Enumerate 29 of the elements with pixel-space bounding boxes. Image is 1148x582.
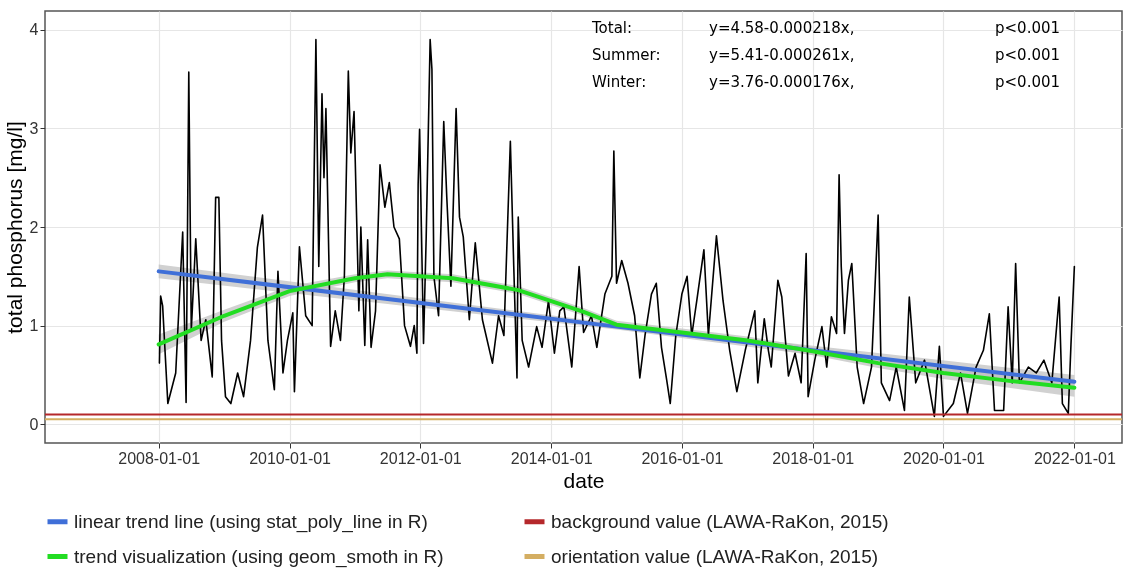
x-tick-label: 2010-01-01	[249, 449, 332, 467]
y-tick-label: 1	[29, 317, 39, 335]
annotation: p<0.001	[995, 19, 1061, 37]
annotation: p<0.001	[995, 46, 1061, 64]
annotation: Total:	[591, 19, 633, 37]
x-tick-label: 2018-01-01	[772, 449, 855, 467]
annotation: Summer:	[592, 46, 661, 64]
y-tick-label: 3	[29, 119, 39, 137]
x-tick-label: 2008-01-01	[118, 449, 201, 467]
x-tick-label: 2012-01-01	[379, 449, 462, 467]
annotation: p<0.001	[995, 73, 1061, 91]
legend-label: background value (LAWA-RaKon, 2015)	[551, 510, 889, 532]
x-tick-label: 2014-01-01	[510, 449, 593, 467]
line-series	[158, 38, 1076, 418]
legend-label: trend visualization (using geom_smoth in R)	[74, 545, 444, 568]
x-axis-title: date	[563, 468, 605, 492]
annotation: y=4.58-0.000218x,	[709, 19, 855, 37]
legend-label: linear trend line (using stat_poly_line in R)	[74, 510, 428, 533]
y-tick-label: 4	[29, 21, 39, 39]
x-tick-label: 2020-01-01	[903, 449, 986, 467]
x-tick-label: 2022-01-01	[1033, 449, 1116, 467]
annotation: y=5.41-0.000261x,	[709, 46, 855, 64]
x-tick-label: 2016-01-01	[641, 449, 724, 467]
legend-label: orientation value (LAWA-RaKon, 2015)	[551, 545, 879, 567]
y-tick-label: 2	[29, 218, 39, 236]
y-axis-title: total phosphorus [mg/l]	[2, 121, 26, 334]
y-tick-label: 0	[29, 415, 39, 433]
annotation: Winter:	[592, 73, 647, 91]
annotation: y=3.76-0.000176x,	[709, 73, 855, 91]
